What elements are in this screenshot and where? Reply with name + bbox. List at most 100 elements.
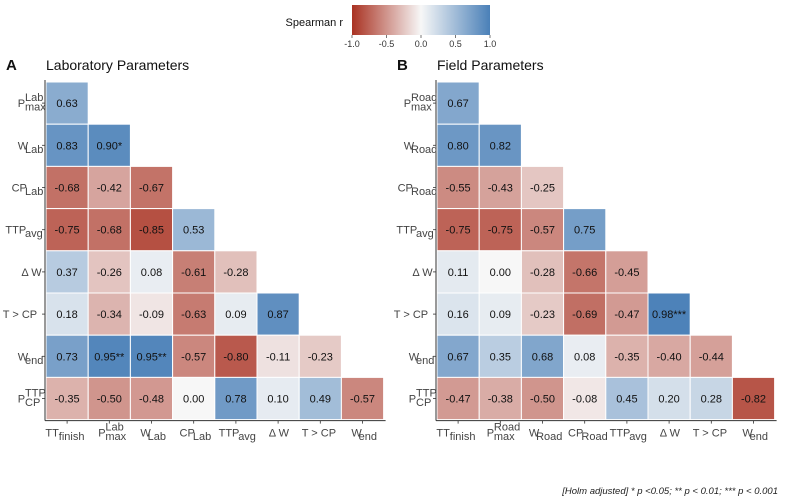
label-subscript: Road: [411, 144, 437, 156]
cell-value-label: -0.23: [530, 309, 555, 321]
label-base: W: [140, 428, 151, 440]
heatmap-cells: 0.67 0.80 0.82 -0.55 -0.43 -0.25 -0.75 -0.75 -0.…: [436, 81, 776, 421]
cell-value-label: -0.26: [97, 267, 122, 279]
heatmap-cell: [256, 292, 300, 336]
label-superscript: Road: [494, 422, 520, 434]
label-superscript: TTP: [25, 388, 46, 400]
cell-value-label: 0.20: [658, 394, 679, 406]
heatmap-cell: [298, 334, 342, 378]
cell-value-label: -0.47: [614, 309, 639, 321]
cell-value-label: -0.68: [55, 183, 80, 195]
legend-tick-label: 1.0: [484, 39, 497, 49]
cell-value-label: 0.68: [532, 351, 553, 363]
heatmap-cell: [87, 123, 131, 167]
label-subscript: avg: [25, 228, 43, 240]
x-tick-label: Δ W: [660, 428, 681, 440]
label-subscript: Road: [411, 186, 437, 198]
cell-value-label: 0.78: [225, 394, 246, 406]
label-superscript: TTP: [416, 388, 437, 400]
label-base: T > CP: [3, 309, 37, 321]
heatmap-cell: [605, 334, 649, 378]
heatmap-cell: [436, 292, 480, 336]
heatmap-cell: [436, 165, 480, 210]
cell-value-label: -0.28: [223, 267, 248, 279]
y-tick-label: T > CP: [394, 309, 428, 321]
cell-value-label: -0.11: [266, 351, 290, 363]
panel-b-field: B Field Parameters 0.67 0.80 0.82 -0.55 -0.43 -…: [394, 57, 777, 443]
cell-value-label: -0.43: [488, 183, 513, 195]
label-subscript: max: [411, 102, 432, 114]
heatmap-cell: [87, 292, 131, 336]
y-tick-label: Δ W: [21, 267, 42, 279]
y-tick-label: Δ W: [412, 267, 433, 279]
cell-value-label: -0.35: [614, 351, 639, 363]
heatmap-cell: [45, 250, 89, 294]
legend-tick-label: -0.5: [379, 39, 395, 49]
legend-title: Spearman r: [286, 17, 344, 29]
cell-value-label: -0.09: [139, 309, 164, 321]
cell-value-label: 0.67: [447, 98, 468, 110]
cell-value-label: -0.80: [223, 351, 248, 363]
cell-value-label: 0.35: [490, 351, 511, 363]
heatmap-cell: [436, 208, 480, 252]
label-base: W: [351, 428, 362, 440]
label-superscript: Lab: [25, 92, 43, 104]
cell-value-label: -0.75: [446, 225, 471, 237]
cell-value-label: -0.44: [699, 351, 724, 363]
label-subscript: Road: [581, 431, 607, 443]
cell-value-label: -0.85: [139, 225, 164, 237]
heatmap-cell: [647, 376, 691, 421]
label-base: TTP: [5, 225, 26, 237]
x-tick-label: TT finish: [45, 428, 84, 444]
cell-value-label: -0.57: [181, 351, 206, 363]
x-tick-label: Δ W: [269, 428, 290, 440]
cell-value-label: -0.28: [530, 267, 555, 279]
label-base: P: [404, 98, 411, 110]
cell-value-label: -0.40: [657, 351, 682, 363]
cell-value-label: -0.82: [741, 394, 766, 406]
label-subscript: CP: [416, 397, 431, 409]
heatmap-cell: [563, 250, 607, 294]
panel-title: Laboratory Parameters: [46, 57, 189, 73]
label-subscript: end: [25, 355, 43, 367]
cell-value-label: 0.08: [141, 267, 162, 279]
label-base: Δ W: [660, 428, 681, 440]
cell-value-label: -0.50: [97, 394, 122, 406]
label-base: P: [18, 394, 25, 406]
cell-value-label: -0.48: [139, 394, 164, 406]
label-base: CP: [568, 428, 583, 440]
cell-value-label: -0.45: [614, 267, 639, 279]
cell-value-label: -0.38: [488, 394, 513, 406]
cell-value-label: 0.37: [56, 267, 77, 279]
cell-value-label: 0.18: [56, 309, 77, 321]
cell-value-label: -0.63: [181, 309, 206, 321]
label-subscript: end: [750, 431, 768, 443]
heatmap-cell: [563, 292, 607, 336]
cell-value-label: -0.67: [139, 183, 164, 195]
x-tick-label: T > CP: [302, 428, 336, 440]
cell-value-label: -0.35: [55, 394, 80, 406]
heatmap-cell: [87, 376, 131, 421]
label-subscript: finish: [59, 431, 85, 443]
label-subscript: max: [105, 431, 126, 443]
cell-value-label: -0.47: [446, 394, 471, 406]
label-base: Δ W: [21, 267, 42, 279]
cell-value-label: 0.53: [183, 225, 204, 237]
cell-value-label: 0.80: [447, 140, 468, 152]
heatmap-cells: 0.63 0.83 0.90* -0.68 -0.42 -0.67 -0.75 -0.68 -0…: [45, 81, 385, 421]
cell-value-label: -0.66: [572, 267, 597, 279]
label-subscript: end: [416, 355, 434, 367]
cell-value-label: -0.25: [530, 183, 555, 195]
heatmap-cell: [605, 250, 649, 294]
heatmap-cell: [45, 81, 89, 125]
label-base: P: [98, 428, 105, 440]
